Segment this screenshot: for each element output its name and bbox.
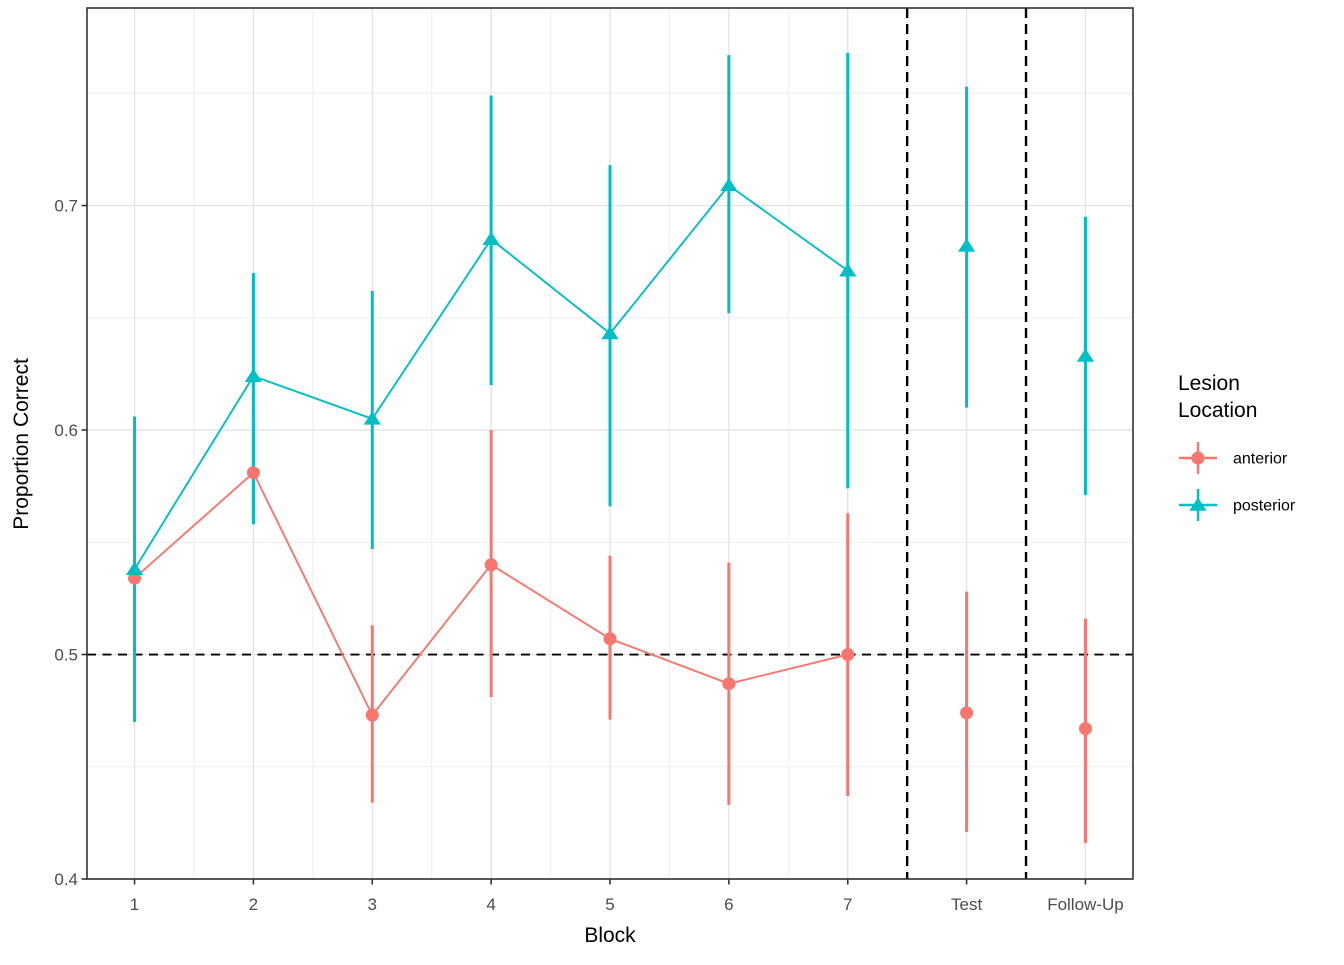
point-anterior <box>246 466 260 480</box>
legend-key-circle-icon <box>1191 451 1205 465</box>
y-tick-label: 0.5 <box>54 645 78 664</box>
x-axis-title: Block <box>584 924 636 947</box>
legend-title-line1: Lesion <box>1178 372 1240 395</box>
point-anterior <box>841 648 855 662</box>
point-anterior <box>722 677 736 691</box>
y-tick-label: 0.6 <box>54 421 78 440</box>
point-posterior <box>601 325 619 340</box>
x-tick-label: 3 <box>368 895 377 914</box>
y-tick-label: 0.7 <box>54 196 78 215</box>
legend-entry-posterior: posterior <box>1179 489 1296 521</box>
point-anterior <box>603 632 617 646</box>
point-posterior <box>482 231 500 246</box>
series-anterior-points <box>128 466 1092 736</box>
x-tick-label: 5 <box>605 895 614 914</box>
data-series <box>125 52 1095 844</box>
legend: Lesion Location anterior posterior <box>1178 372 1296 521</box>
legend-entry-label: posterior <box>1233 497 1296 514</box>
point-posterior <box>720 177 738 192</box>
legend-keys: anterior posterior <box>1179 442 1296 521</box>
point-anterior <box>960 706 974 720</box>
legend-entry-anterior: anterior <box>1179 442 1288 474</box>
point-anterior <box>1078 722 1092 736</box>
legend-key-triangle-icon <box>1189 497 1207 511</box>
x-tick-label: 7 <box>843 895 852 914</box>
point-anterior <box>484 558 498 572</box>
y-axis-title: Proportion Correct <box>10 358 33 530</box>
legend-title-line2: Location <box>1178 399 1257 422</box>
point-posterior <box>125 561 144 576</box>
axis-ticks <box>81 204 1087 885</box>
x-tick-label: 1 <box>130 895 139 914</box>
point-posterior <box>839 263 857 277</box>
x-tick-label: 6 <box>724 895 733 914</box>
point-anterior <box>365 708 379 722</box>
x-tick-label: Test <box>951 895 982 914</box>
x-tick-label: 2 <box>249 895 258 914</box>
point-posterior <box>1076 348 1095 362</box>
y-tick-label: 0.4 <box>54 870 78 889</box>
x-tick-label: 4 <box>486 895 495 914</box>
x-tick-label: Follow-Up <box>1047 895 1124 914</box>
reference-lines <box>87 8 1133 879</box>
point-posterior <box>957 238 976 252</box>
point-posterior <box>363 411 381 425</box>
legend-entry-label: anterior <box>1233 450 1288 467</box>
axis-tick-labels: 0.4 0.5 0.6 0.7 1 2 3 4 5 6 7 Test Follow-Up <box>54 196 1123 914</box>
point-posterior <box>244 368 263 382</box>
series-posterior-points <box>125 177 1095 576</box>
